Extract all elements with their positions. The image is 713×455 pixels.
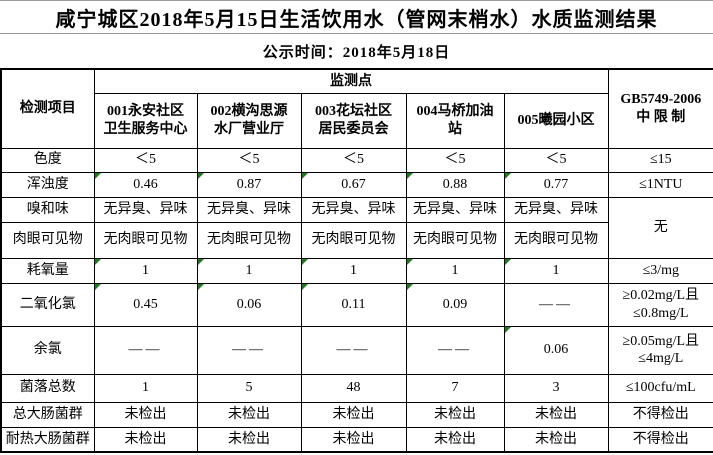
value-cell: —— bbox=[93, 325, 198, 375]
value-cell: 未检出 bbox=[503, 426, 609, 453]
value-cell: —— bbox=[300, 325, 407, 375]
value-cell: 无肉眼可见物 bbox=[196, 221, 302, 259]
site-header-005: 005曦园小区 bbox=[503, 92, 609, 149]
value-cell: 无肉眼可见物 bbox=[93, 221, 198, 259]
value-cell: ＜5 bbox=[405, 147, 505, 173]
value-cell: 0.06 bbox=[503, 325, 609, 375]
page-title: 咸宁城区2018年5月15日生活饮用水（管网末梢水）水质监测结果 bbox=[0, 0, 713, 34]
value-cell: ＜5 bbox=[93, 147, 198, 173]
table-row: 耐热大肠菌群 未检出 未检出 未检出 未检出 未检出 不得检出 bbox=[0, 426, 713, 453]
value-cell: 1 bbox=[93, 257, 198, 284]
site-header-001: 001永安社区 卫生服务中心 bbox=[93, 92, 198, 149]
item-label: 总大肠菌群 bbox=[0, 401, 95, 428]
table-row: 耗氧量 1 1 1 1 1 ≤3/mg bbox=[0, 257, 713, 284]
value-cell: ＜5 bbox=[300, 147, 407, 173]
table-row: 总大肠菌群 未检出 未检出 未检出 未检出 未检出 不得检出 bbox=[0, 401, 713, 428]
item-label: 肉眼可见物 bbox=[0, 221, 95, 259]
value-cell: 无肉眼可见物 bbox=[300, 221, 407, 259]
value-cell: 0.88 bbox=[405, 171, 505, 198]
site-header-003: 003花坛社区 居民委员会 bbox=[300, 92, 407, 149]
value-cell: 1 bbox=[196, 257, 302, 284]
value-cell: 0.11 bbox=[300, 282, 407, 327]
value-cell: 1 bbox=[93, 373, 198, 403]
value-cell: —— bbox=[503, 282, 609, 327]
item-label: 耐热大肠菌群 bbox=[0, 426, 95, 453]
value-cell: 7 bbox=[405, 373, 505, 403]
table-row: 色度 ＜5 ＜5 ＜5 ＜5 ＜5 ≤15 bbox=[0, 147, 713, 173]
limit-cell: ≤15 bbox=[607, 147, 713, 173]
value-cell: 5 bbox=[196, 373, 302, 403]
value-cell: —— bbox=[196, 325, 302, 375]
value-cell: 1 bbox=[503, 257, 609, 284]
limit-cell: 无 bbox=[607, 196, 713, 259]
item-label: 余氯 bbox=[0, 325, 95, 375]
limit-cell: ≤1NTU bbox=[607, 171, 713, 198]
table-row: 二氧化氯 0.45 0.06 0.11 0.09 —— ≥0.02mg/L且 ≤… bbox=[0, 282, 713, 327]
water-quality-table: 检测项目 监测点 GB5749-2006 中 限 制 001永安社区 卫生服务中… bbox=[0, 68, 713, 453]
value-cell: 48 bbox=[300, 373, 407, 403]
monitor-points-header: 监测点 bbox=[93, 68, 609, 94]
table-row: 肉眼可见物 无肉眼可见物 无肉眼可见物 无肉眼可见物 无肉眼可见物 无肉眼可见物 bbox=[0, 221, 713, 259]
table-row: 嗅和味 无异臭、异味 无异臭、异味 无异臭、异味 无异臭、异味 无异臭、异味 无 bbox=[0, 196, 713, 259]
site-header-004: 004马桥加油 站 bbox=[405, 92, 505, 149]
value-cell: 未检出 bbox=[300, 401, 407, 428]
value-cell: 无肉眼可见物 bbox=[503, 221, 609, 259]
value-cell: 无异臭、异味 bbox=[196, 196, 302, 223]
publish-time: 公示时间：2018年5月18日 bbox=[262, 44, 451, 61]
limit-cell: ≤3/mg bbox=[607, 257, 713, 284]
value-cell: 未检出 bbox=[405, 426, 505, 453]
value-cell: 0.06 bbox=[196, 282, 302, 327]
site-header-002: 002横沟思源 水厂营业厅 bbox=[196, 92, 302, 149]
value-cell: 无异臭、异味 bbox=[300, 196, 407, 223]
value-cell: 未检出 bbox=[93, 401, 198, 428]
value-cell: 无异臭、异味 bbox=[405, 196, 505, 223]
value-cell: 未检出 bbox=[503, 401, 609, 428]
table-row: 余氯 —— —— —— —— 0.06 ≥0.05mg/L且 ≤4mg/L bbox=[0, 325, 713, 375]
item-label: 二氧化氯 bbox=[0, 282, 95, 327]
item-label: 耗氧量 bbox=[0, 257, 95, 284]
limit-cell: 不得检出 bbox=[607, 401, 713, 428]
value-cell: —— bbox=[405, 325, 505, 375]
value-cell: 无异臭、异味 bbox=[503, 196, 609, 223]
table-row: 浑浊度 0.46 0.87 0.67 0.88 0.77 ≤1NTU bbox=[0, 171, 713, 198]
value-cell: 未检出 bbox=[196, 401, 302, 428]
item-label: 色度 bbox=[0, 147, 95, 173]
value-cell: 1 bbox=[300, 257, 407, 284]
value-cell: 0.09 bbox=[405, 282, 505, 327]
value-cell: ＜5 bbox=[196, 147, 302, 173]
value-cell: 未检出 bbox=[405, 401, 505, 428]
limit-cell: ≥0.02mg/L且 ≤0.8mg/L bbox=[607, 282, 713, 327]
value-cell: 无异臭、异味 bbox=[93, 196, 198, 223]
value-cell: 未检出 bbox=[196, 426, 302, 453]
limit-cell: ≤100cfu/mL bbox=[607, 373, 713, 403]
limit-cell: ≥0.05mg/L且 ≤4mg/L bbox=[607, 325, 713, 375]
value-cell: 0.87 bbox=[196, 171, 302, 198]
value-cell: 无肉眼可见物 bbox=[405, 221, 505, 259]
limit-col-header: GB5749-2006 中 限 制 bbox=[607, 68, 713, 149]
value-cell: 0.45 bbox=[93, 282, 198, 327]
value-cell: 0.46 bbox=[93, 171, 198, 198]
table-row: 菌落总数 1 5 48 7 3 ≤100cfu/mL bbox=[0, 373, 713, 403]
value-cell: 3 bbox=[503, 373, 609, 403]
value-cell: ＜5 bbox=[503, 147, 609, 173]
value-cell: 1 bbox=[405, 257, 505, 284]
item-label: 嗅和味 bbox=[0, 196, 95, 223]
value-cell: 0.67 bbox=[300, 171, 407, 198]
value-cell: 未检出 bbox=[93, 426, 198, 453]
item-label: 菌落总数 bbox=[0, 373, 95, 403]
limit-cell: 不得检出 bbox=[607, 426, 713, 453]
item-label: 浑浊度 bbox=[0, 171, 95, 198]
value-cell: 未检出 bbox=[300, 426, 407, 453]
value-cell: 0.77 bbox=[503, 171, 609, 198]
item-col-header: 检测项目 bbox=[0, 68, 95, 149]
